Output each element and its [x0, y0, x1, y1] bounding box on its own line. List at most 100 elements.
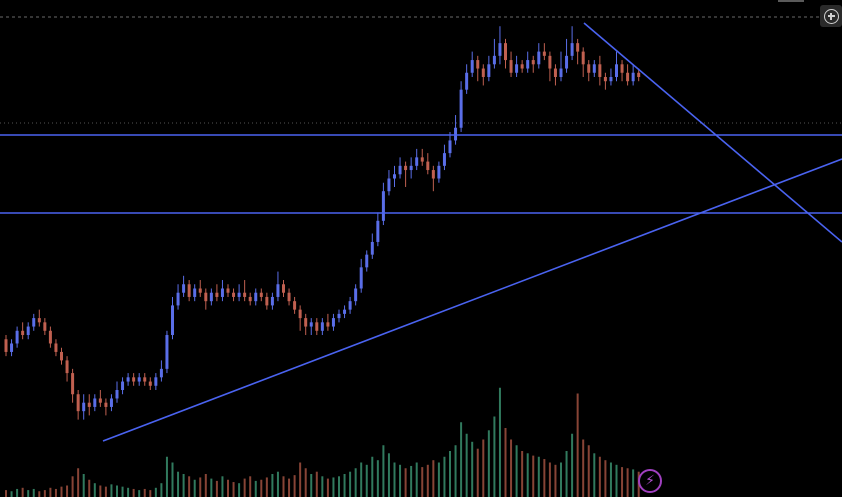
volume-bar	[399, 464, 402, 497]
candle-body	[354, 288, 358, 302]
volume-bar	[182, 474, 185, 497]
candle-body	[487, 64, 491, 77]
candle-body	[526, 60, 530, 69]
candle-body	[570, 43, 574, 56]
candle-body	[598, 64, 602, 77]
volume-bar	[260, 479, 263, 497]
volume-bar	[132, 488, 135, 497]
volume-bar	[471, 441, 474, 497]
candle-body	[15, 330, 19, 344]
zoom-button[interactable]	[820, 5, 842, 27]
volume-bar	[271, 474, 274, 497]
candle-body	[448, 140, 452, 154]
candle-body	[315, 322, 319, 331]
candle-body	[520, 64, 524, 69]
candle-body	[165, 335, 169, 369]
candle-body	[309, 322, 313, 327]
volume-bar	[326, 478, 329, 497]
candle-body	[465, 72, 469, 90]
volume-bar	[310, 474, 313, 497]
volume-bar	[215, 480, 218, 497]
volume-bar	[449, 451, 451, 497]
candle-body	[248, 296, 252, 302]
candle-body	[104, 402, 108, 407]
candle-body	[592, 64, 596, 73]
volume-bar	[315, 471, 318, 497]
candle-body	[82, 402, 86, 412]
volume-bar	[582, 439, 585, 497]
volume-bar	[204, 474, 207, 497]
candle-body	[270, 296, 274, 306]
candle-body	[43, 322, 47, 331]
candle-body	[365, 254, 369, 268]
volume-bar	[177, 471, 180, 497]
volume-bar	[77, 468, 80, 497]
candle-body	[615, 64, 618, 77]
candle-body	[65, 360, 69, 374]
candle-body	[492, 55, 496, 65]
volume-bar	[465, 433, 468, 497]
volume-bar	[515, 445, 518, 497]
volume-bar	[415, 462, 418, 497]
volume-bar	[460, 422, 463, 497]
volume-bar	[138, 490, 141, 497]
candle-body	[359, 267, 363, 289]
candle-body	[454, 127, 458, 141]
candle-body	[220, 288, 224, 297]
candle-body	[504, 43, 507, 61]
candle-body	[609, 76, 613, 82]
candle-body	[293, 301, 297, 310]
candle-body	[320, 322, 324, 331]
lightning-button[interactable]: ⚡	[638, 469, 662, 493]
candle-body	[287, 292, 291, 302]
candle-body	[381, 191, 385, 221]
volume-bar	[598, 456, 601, 497]
volume-bar	[387, 453, 390, 497]
top-tab[interactable]	[778, 0, 804, 2]
candle-body	[132, 377, 136, 382]
volume-bar	[49, 487, 52, 497]
candle-body	[37, 318, 41, 323]
candle-body	[215, 292, 219, 297]
volume-bar	[498, 387, 501, 497]
volume-bar	[21, 487, 24, 497]
volume-bar	[543, 459, 546, 497]
candle-body	[459, 89, 463, 128]
candle-body	[581, 51, 585, 65]
candle-body	[476, 60, 480, 69]
candle-body	[348, 301, 352, 310]
candle-body	[148, 381, 152, 386]
volume-bar	[437, 462, 440, 497]
candle-body	[21, 330, 25, 336]
volume-bar	[382, 445, 385, 497]
candle-body	[515, 64, 519, 73]
falling-trendline	[583, 22, 842, 243]
volume-bar	[404, 468, 407, 497]
volume-bar	[615, 464, 618, 497]
candle-body	[143, 377, 147, 382]
candle-body	[237, 292, 241, 297]
candle-body	[415, 157, 419, 166]
volume-bar	[54, 488, 57, 497]
candle-body	[126, 377, 130, 382]
candle-body	[154, 377, 158, 386]
volume-bar	[560, 462, 562, 497]
volume-bar	[548, 462, 551, 497]
volume-bar	[432, 460, 435, 497]
volume-bar	[332, 477, 335, 497]
candle-body	[87, 402, 91, 407]
volume-bar	[227, 479, 229, 497]
volume-bar	[426, 464, 429, 497]
candle-body	[54, 343, 58, 352]
candle-body	[331, 318, 335, 327]
volume-bar	[282, 476, 285, 497]
candle-body	[637, 72, 641, 77]
volume-bar	[199, 477, 202, 497]
candle-body	[437, 165, 441, 179]
volume-bar	[276, 471, 279, 497]
candle-body	[431, 170, 435, 179]
candle-body	[631, 72, 635, 82]
volume-bar	[143, 488, 146, 497]
